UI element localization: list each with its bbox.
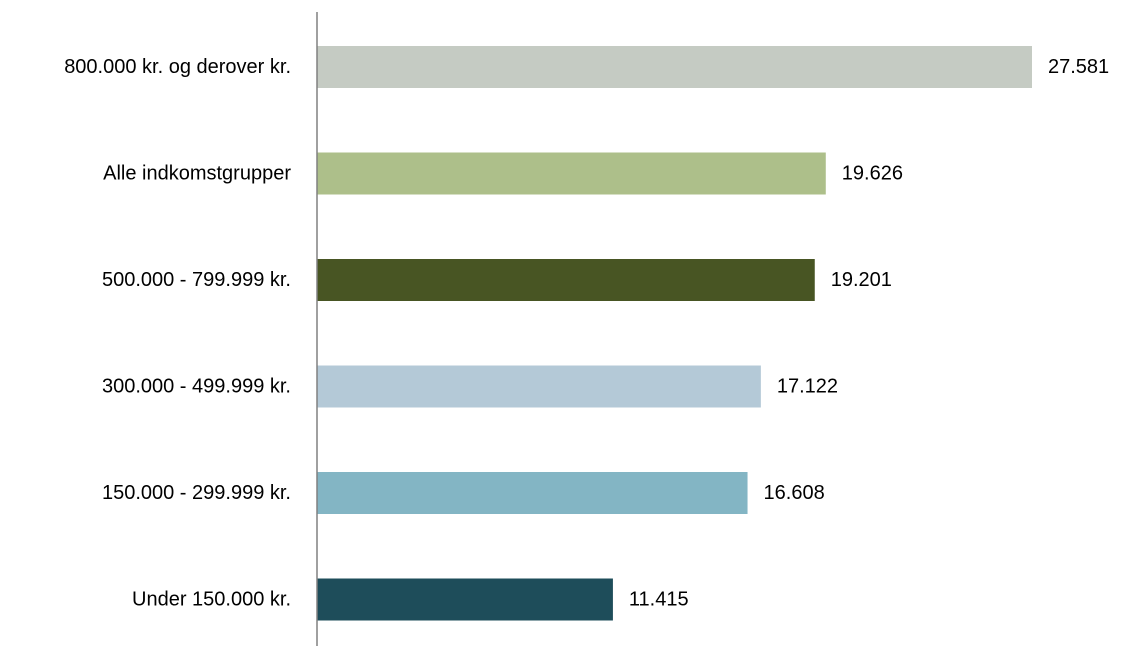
value-label-4: 16.608 xyxy=(764,482,825,504)
category-label-3: 300.000 - 499.999 kr. xyxy=(102,376,291,398)
bar-0 xyxy=(317,46,1032,88)
category-label-1: Alle indkomstgrupper xyxy=(103,163,291,185)
category-label-5: Under 150.000 kr. xyxy=(132,589,291,611)
value-label-3: 17.122 xyxy=(777,376,838,398)
bar-5 xyxy=(317,578,613,621)
bar-3 xyxy=(317,365,761,408)
value-label-1: 19.626 xyxy=(842,163,903,185)
value-label-0: 27.581 xyxy=(1048,56,1109,78)
bar-4 xyxy=(317,472,748,514)
category-label-4: 150.000 - 299.999 kr. xyxy=(102,482,291,504)
bar-2 xyxy=(317,259,815,301)
bar-1 xyxy=(317,152,826,195)
category-label-0: 800.000 kr. og derover kr. xyxy=(64,56,291,78)
category-label-2: 500.000 - 799.999 kr. xyxy=(102,269,291,291)
value-label-2: 19.201 xyxy=(831,269,892,291)
bars-layer: 800.000 kr. og derover kr. 27.581 Alle ind… xyxy=(64,46,1109,621)
value-label-5: 11.415 xyxy=(629,589,689,611)
